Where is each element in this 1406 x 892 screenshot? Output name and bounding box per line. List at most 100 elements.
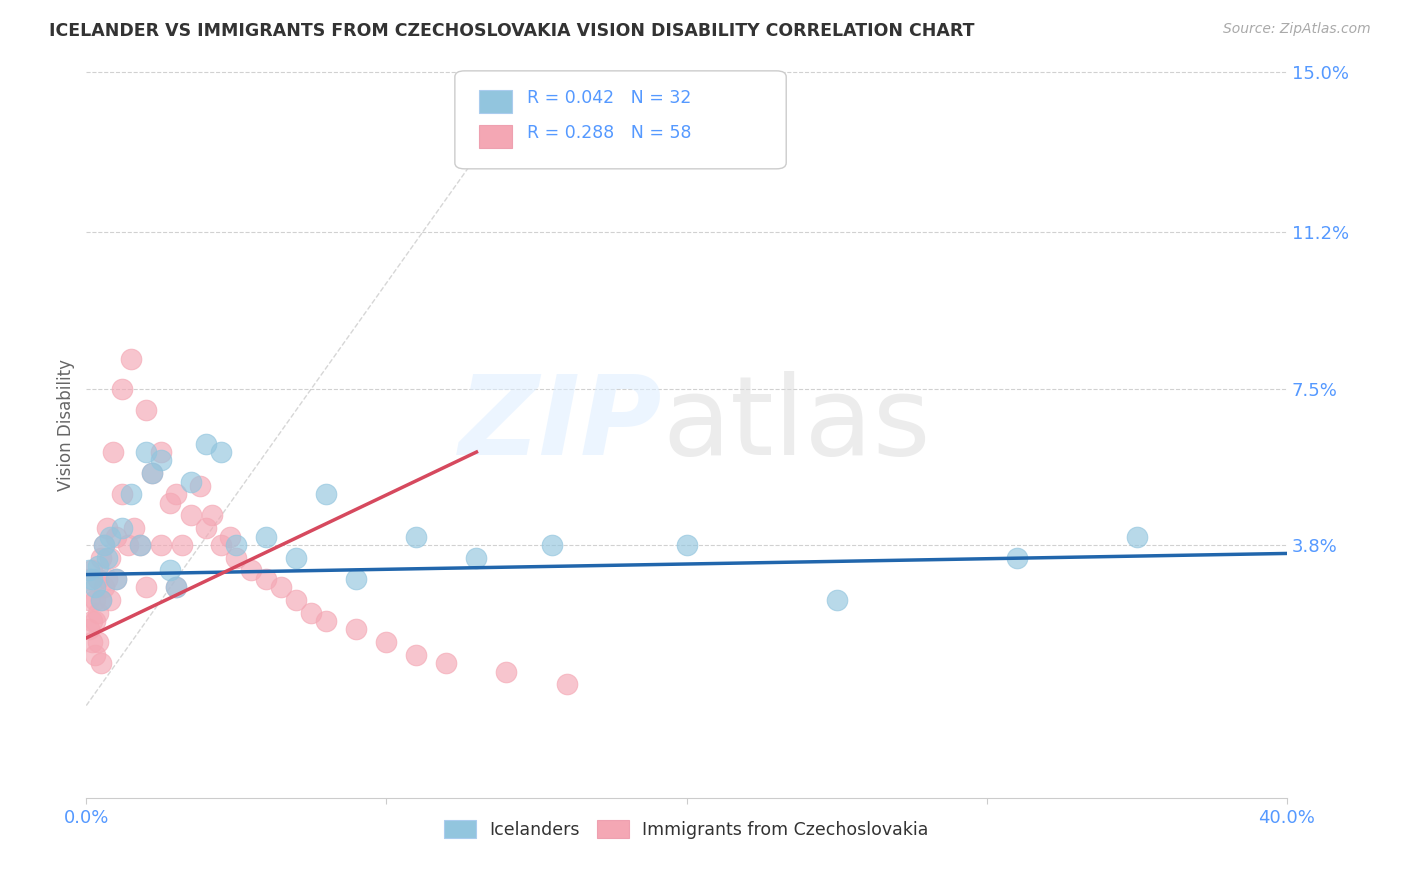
Point [82, 572, 104, 586]
Text: ICELANDER VS IMMIGRANTS FROM CZECHOSLOVAKIA VISION DISABILITY CORRELATION CHART: ICELANDER VS IMMIGRANTS FROM CZECHOSLOVA… [49, 22, 974, 40]
Point [79, 572, 101, 586]
Point [103, 445, 125, 459]
Point [135, 445, 157, 459]
Point [111, 521, 134, 535]
Point [436, 657, 458, 671]
Point [93, 580, 115, 594]
Point [93, 538, 115, 552]
Point [240, 563, 263, 577]
Point [96, 521, 118, 535]
Point [87, 559, 110, 574]
Point [555, 677, 578, 691]
Point [825, 593, 848, 607]
Point [165, 580, 187, 594]
Text: Source: ZipAtlas.com: Source: ZipAtlas.com [1223, 22, 1371, 37]
Point [540, 538, 562, 552]
Point [375, 635, 398, 649]
Point [254, 572, 277, 586]
Point [90, 593, 112, 607]
Point [195, 436, 218, 450]
Point [129, 538, 152, 552]
Point [405, 648, 427, 662]
Point [82, 614, 104, 628]
Text: R = 0.288   N = 58: R = 0.288 N = 58 [527, 124, 692, 142]
Point [82, 563, 104, 577]
Point [219, 530, 242, 544]
Point [165, 487, 187, 501]
Point [84, 614, 107, 628]
Point [79, 593, 101, 607]
FancyBboxPatch shape [456, 70, 786, 169]
Text: ZIP: ZIP [458, 371, 662, 478]
Point [105, 530, 128, 544]
Point [84, 580, 107, 594]
Point [90, 657, 112, 671]
Point [129, 538, 152, 552]
Point [299, 606, 322, 620]
Point [159, 496, 181, 510]
Point [96, 550, 118, 565]
Point [111, 487, 134, 501]
Point [315, 614, 337, 628]
Point [165, 580, 187, 594]
Point [344, 572, 367, 586]
Point [465, 550, 488, 565]
Point [495, 665, 517, 679]
Y-axis label: Vision Disability: Vision Disability [58, 359, 75, 491]
Point [87, 572, 110, 586]
Point [188, 479, 211, 493]
Point [141, 466, 163, 480]
Point [82, 635, 104, 649]
Point [98, 593, 121, 607]
Point [120, 352, 142, 367]
Point [344, 623, 367, 637]
Point [675, 538, 697, 552]
Point [117, 538, 139, 552]
FancyBboxPatch shape [479, 90, 512, 112]
Point [285, 593, 308, 607]
Point [1126, 530, 1149, 544]
Point [159, 563, 181, 577]
Point [180, 508, 202, 523]
Point [93, 538, 115, 552]
Point [225, 550, 247, 565]
Point [270, 580, 292, 594]
Point [120, 487, 142, 501]
Point [141, 466, 163, 480]
Point [172, 538, 194, 552]
Point [90, 550, 112, 565]
Point [98, 550, 121, 565]
Point [1005, 550, 1028, 565]
Point [98, 530, 121, 544]
Point [254, 530, 277, 544]
Point [90, 593, 112, 607]
Point [96, 572, 118, 586]
Point [105, 572, 128, 586]
Point [150, 538, 173, 552]
Point [105, 572, 128, 586]
Point [87, 635, 110, 649]
Point [315, 487, 337, 501]
Point [111, 382, 134, 396]
Point [195, 521, 218, 535]
Point [124, 521, 146, 535]
Point [79, 563, 101, 577]
Point [135, 580, 157, 594]
Point [225, 538, 247, 552]
Point [79, 623, 101, 637]
Point [209, 538, 232, 552]
Point [150, 453, 173, 467]
Point [285, 550, 308, 565]
Point [150, 445, 173, 459]
Legend: Icelanders, Immigrants from Czechoslovakia: Icelanders, Immigrants from Czechoslovak… [437, 814, 936, 846]
Point [201, 508, 224, 523]
Point [405, 530, 427, 544]
Text: atlas: atlas [662, 371, 931, 478]
Point [87, 606, 110, 620]
Point [209, 445, 232, 459]
Point [180, 475, 202, 489]
Point [84, 593, 107, 607]
Point [84, 648, 107, 662]
Text: R = 0.042   N = 32: R = 0.042 N = 32 [527, 89, 692, 107]
FancyBboxPatch shape [479, 125, 512, 148]
